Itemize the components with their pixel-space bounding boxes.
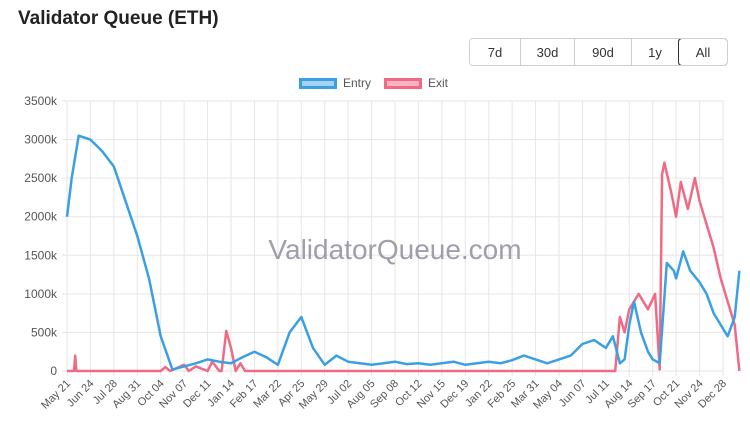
watermark: ValidatorQueue.com [268, 234, 521, 265]
legend-item-exit[interactable]: Exit [384, 76, 448, 90]
legend-swatch-entry [299, 77, 337, 89]
legend-label-exit: Exit [428, 76, 449, 90]
legend-item-entry[interactable]: Entry [299, 76, 371, 90]
range-button-7d[interactable]: 7d [470, 39, 521, 65]
x-tick-label: Jun 24 [65, 378, 97, 410]
y-tick-label: 3000k [24, 133, 58, 147]
range-button-30d[interactable]: 30d [521, 39, 575, 65]
entry-series-line [65, 134, 741, 371]
range-button-90d[interactable]: 90d [575, 39, 632, 65]
page-title: Validator Queue (ETH) [18, 8, 219, 29]
y-tick-label: 0 [50, 364, 57, 378]
x-tick-label: May 21 [39, 378, 73, 412]
y-tick-label: 3500k [24, 94, 58, 108]
legend-label-entry: Entry [343, 76, 372, 90]
y-tick-label: 1500k [24, 248, 58, 262]
y-tick-label: 2500k [24, 171, 58, 185]
exit-series-line [67, 161, 741, 373]
y-tick-label: 2000k [24, 210, 58, 224]
y-tick-label: 1000k [24, 287, 58, 301]
range-button-all[interactable]: All [678, 39, 727, 65]
chart-legend: Entry Exit [0, 76, 750, 94]
time-range-selector: 7d 30d 90d 1y All [469, 38, 728, 66]
x-tick-label: Jun 07 [557, 378, 589, 410]
y-tick-label: 500k [31, 325, 58, 339]
range-button-1y[interactable]: 1y [632, 39, 679, 65]
legend-swatch-exit [384, 77, 422, 89]
